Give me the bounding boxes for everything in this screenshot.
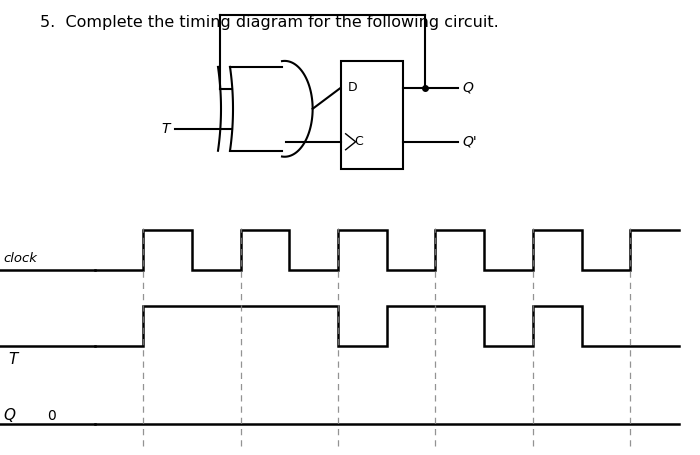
Text: 5.  Complete the timing diagram for the following circuit.: 5. Complete the timing diagram for the f…: [40, 15, 498, 30]
Text: 0: 0: [48, 409, 56, 423]
Bar: [341, 61, 402, 169]
Text: clock: clock: [4, 252, 37, 264]
Text: D: D: [348, 81, 357, 94]
Text: C: C: [355, 135, 363, 148]
Text: Q: Q: [463, 81, 473, 95]
Text: T: T: [8, 352, 18, 367]
Text: Q': Q': [463, 135, 477, 149]
Text: T: T: [162, 122, 170, 136]
Text: Q: Q: [4, 408, 15, 423]
